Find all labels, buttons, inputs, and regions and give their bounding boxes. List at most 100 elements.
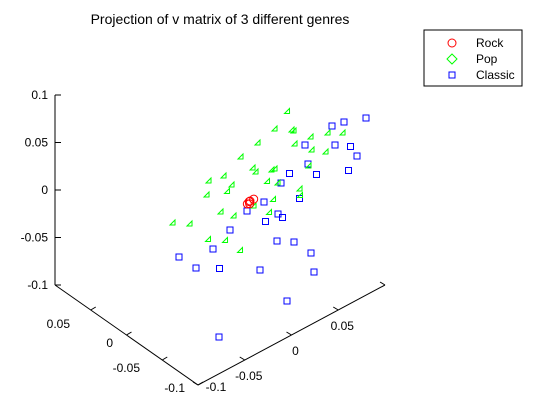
classic-point — [362, 114, 370, 122]
y-tick-mark — [161, 356, 168, 361]
axes — [54, 95, 386, 386]
classic-point — [345, 167, 352, 174]
pop-point — [273, 178, 281, 186]
pop-point — [296, 191, 304, 199]
x-tick-label: -0.1 — [206, 380, 227, 394]
rock-point — [244, 197, 254, 207]
x-tick-label: -0.05 — [235, 369, 263, 383]
x-tick-mark — [286, 331, 292, 336]
classic-point — [226, 226, 234, 234]
chart-title: Projection of v matrix of 3 different ge… — [91, 11, 350, 27]
classic-point — [274, 210, 282, 218]
classic-point — [290, 238, 298, 246]
pop-point — [321, 147, 329, 155]
classic-point — [256, 266, 264, 274]
classic-point — [331, 141, 339, 149]
y-tick-label: -0.05 — [113, 361, 141, 375]
classic-point — [216, 265, 223, 272]
pop-legend-marker — [446, 53, 458, 65]
y-tick-mark — [197, 381, 204, 386]
pop-point — [185, 219, 193, 227]
classic-point — [243, 207, 251, 215]
pop-point — [221, 236, 229, 244]
classic-point — [353, 152, 361, 160]
classic-point — [347, 143, 354, 150]
pop-point — [290, 139, 298, 147]
rock-legend-marker — [447, 38, 457, 48]
classic-point — [328, 122, 336, 130]
legend-items: Rock Pop Classic — [446, 36, 515, 82]
legend-label: Pop — [476, 52, 498, 66]
legend: Rock Pop Classic — [423, 29, 523, 87]
pop-point — [223, 187, 231, 195]
pop-point — [227, 180, 235, 188]
z-tick-label: 0.1 — [31, 88, 48, 102]
x-tick-mark — [379, 281, 386, 286]
rock-point — [245, 196, 255, 206]
y-tick-label: -0.1 — [164, 381, 185, 395]
legend-label: Rock — [476, 36, 504, 50]
pop-point — [306, 132, 314, 140]
rock-point — [242, 199, 252, 209]
y-tick-label: 0.05 — [47, 317, 71, 331]
pop-point — [283, 107, 291, 115]
x-tick-mark — [192, 381, 199, 386]
pop-point — [219, 171, 227, 179]
classic-point — [277, 179, 285, 187]
pop-point — [251, 167, 259, 175]
classic-point — [283, 297, 291, 305]
classic-point — [301, 141, 309, 149]
z-tick-label: 0 — [41, 183, 48, 197]
pop-point — [204, 235, 212, 243]
pop-point — [263, 177, 271, 185]
z-tick-label: -0.1 — [27, 278, 48, 292]
legend-box — [423, 29, 523, 87]
data-points — [168, 107, 370, 341]
pop-point — [168, 218, 176, 226]
pop-point — [253, 138, 261, 146]
classic-point — [209, 245, 217, 253]
z-tick-label: 0.05 — [25, 136, 49, 150]
pop-point — [204, 176, 212, 184]
pop-point — [236, 152, 244, 160]
pop-point — [216, 207, 224, 215]
classic-point — [286, 170, 293, 177]
pop-point — [270, 124, 278, 132]
classic-point — [260, 198, 268, 206]
classic-point — [307, 249, 315, 257]
y-tick-mark — [90, 306, 97, 311]
classic-point — [313, 171, 320, 178]
x-tick-label: 0.05 — [331, 319, 355, 333]
pop-point — [269, 195, 277, 203]
pop-point — [229, 211, 237, 219]
pop-point — [295, 184, 303, 192]
classic-point — [296, 195, 303, 202]
pop-point — [323, 128, 331, 136]
classic-point — [262, 218, 269, 225]
y-tick-mark — [126, 331, 132, 336]
legend-label: Classic — [476, 68, 515, 82]
classic-point — [192, 264, 200, 272]
pop-point — [267, 165, 275, 173]
z-axis-ticks: -0.1 -0.05 0 0.05 0.1 — [21, 88, 61, 292]
z-tick-label: -0.05 — [21, 231, 49, 245]
classic-point — [310, 268, 318, 276]
pop-point — [304, 161, 312, 169]
pop-point — [289, 126, 297, 134]
classic-point — [215, 333, 223, 341]
y-tick-label: 0 — [106, 336, 113, 350]
x-tick-mark — [239, 356, 246, 361]
pop-point — [265, 208, 273, 216]
classic-point — [273, 237, 281, 245]
x-tick-label: 0 — [292, 344, 299, 358]
classic-point — [175, 253, 183, 261]
x-tick-mark — [332, 306, 339, 311]
pop-point — [236, 246, 244, 254]
pop-point — [248, 163, 256, 171]
pop-point — [307, 145, 315, 153]
pop-point — [202, 190, 210, 198]
pop-point — [338, 128, 346, 136]
classic-point — [340, 118, 348, 126]
x-axis-ticks: -0.1 -0.05 0 0.05 — [192, 281, 386, 394]
